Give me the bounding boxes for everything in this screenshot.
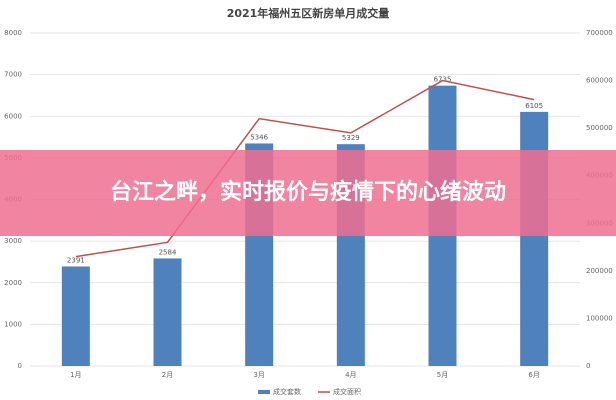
headline-banner: 台江之畔，实时报价与疫情下的心绪波动 [0,150,616,236]
x-tick-label: 1月 [70,371,81,379]
y-tick-label: 2000 [4,279,22,287]
y2-tick-label: 500000 [586,124,613,132]
x-tick-label: 2月 [162,371,173,379]
chart-title: 2021年福州五区新房单月成交量 [227,6,390,20]
x-tick-label: 3月 [253,371,264,379]
data-label: 5346 [250,133,268,141]
y-tick-label: 6000 [4,112,22,120]
y-tick-label: 8000 [4,29,22,37]
y-tick-label: 1000 [4,320,22,328]
legend-swatch [258,390,270,394]
bar [61,266,90,366]
y2-tick-label: 0 [586,362,590,370]
y2-tick-label: 200000 [586,267,613,275]
x-tick-label: 5月 [437,371,448,379]
bar [153,258,182,366]
y2-tick-label: 100000 [586,314,613,322]
legend-label: 成交面积 [333,387,361,396]
headline: 台江之畔，实时报价与疫情下的心绪波动 [109,180,506,205]
y2-tick-label: 700000 [586,29,613,37]
data-label: 2584 [159,248,177,256]
y-tick-label: 7000 [4,71,22,79]
legend-label: 成交套数 [273,387,301,396]
line [75,79,535,258]
data-label: 6735 [434,76,452,84]
x-tick-label: 4月 [345,371,356,379]
data-label: 2391 [67,256,85,264]
data-label: 6105 [525,102,543,110]
y2-tick-label: 600000 [586,77,613,85]
y-tick-label: 0 [18,362,22,370]
data-label: 5329 [342,134,360,142]
y-tick-label: 3000 [4,237,22,245]
x-tick-label: 6月 [528,371,539,379]
